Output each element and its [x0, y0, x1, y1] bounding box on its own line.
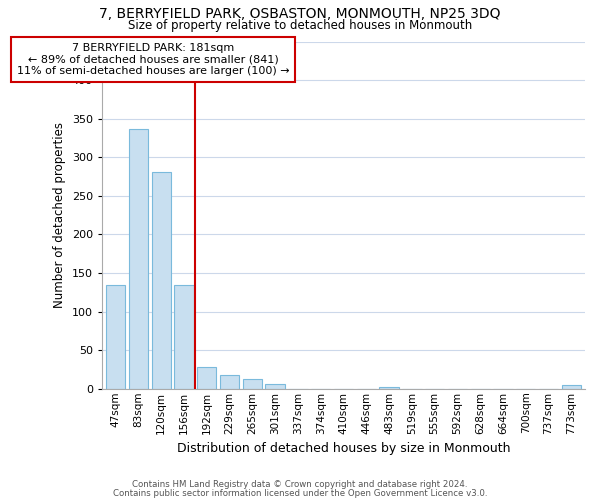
- Bar: [197, 367, 217, 389]
- Text: 7 BERRYFIELD PARK: 181sqm
← 89% of detached houses are smaller (841)
11% of semi: 7 BERRYFIELD PARK: 181sqm ← 89% of detac…: [17, 43, 290, 76]
- Bar: [242, 378, 262, 389]
- Bar: [220, 375, 239, 389]
- Text: Size of property relative to detached houses in Monmouth: Size of property relative to detached ho…: [128, 19, 472, 32]
- Bar: [175, 284, 194, 389]
- Text: Contains HM Land Registry data © Crown copyright and database right 2024.: Contains HM Land Registry data © Crown c…: [132, 480, 468, 489]
- Bar: [106, 284, 125, 389]
- Bar: [562, 385, 581, 389]
- Y-axis label: Number of detached properties: Number of detached properties: [53, 122, 66, 308]
- Bar: [129, 130, 148, 389]
- Bar: [265, 384, 285, 389]
- X-axis label: Distribution of detached houses by size in Monmouth: Distribution of detached houses by size …: [177, 442, 510, 455]
- Text: Contains public sector information licensed under the Open Government Licence v3: Contains public sector information licen…: [113, 488, 487, 498]
- Bar: [152, 172, 171, 389]
- Text: 7, BERRYFIELD PARK, OSBASTON, MONMOUTH, NP25 3DQ: 7, BERRYFIELD PARK, OSBASTON, MONMOUTH, …: [99, 8, 501, 22]
- Bar: [379, 387, 399, 389]
